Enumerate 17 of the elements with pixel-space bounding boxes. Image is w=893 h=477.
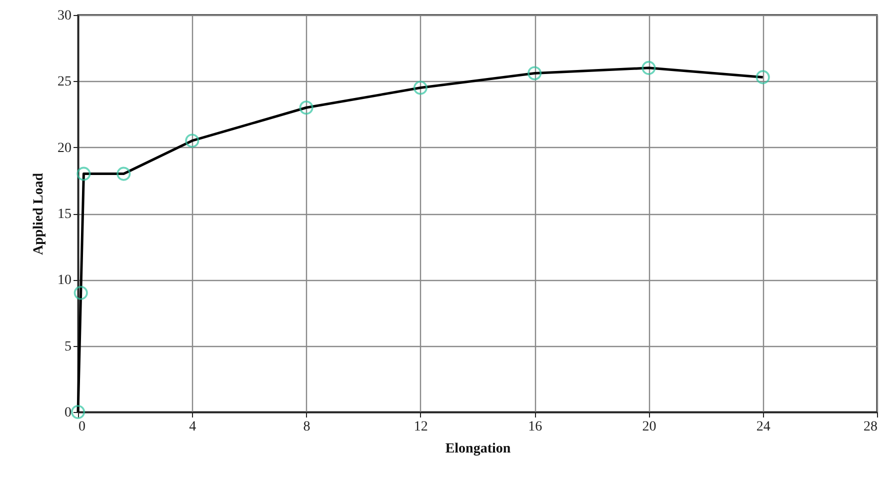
- y-tick-label: 0: [64, 406, 72, 420]
- x-tick-label: 0: [78, 420, 86, 434]
- x-tick-label: 24: [756, 420, 770, 434]
- x-tick-label: 20: [642, 420, 656, 434]
- y-tick-label: 10: [58, 273, 72, 288]
- y-tick-label: 30: [58, 8, 72, 24]
- y-axis-title: Applied Load: [32, 172, 46, 256]
- y-tick-label: 15: [58, 207, 72, 222]
- x-tick-label: 8: [303, 420, 310, 434]
- y-tick-label: 25: [58, 74, 72, 90]
- y-tick-label: 5: [64, 339, 72, 354]
- x-tick-label: 16: [528, 420, 542, 434]
- x-tick-label: 12: [414, 420, 428, 434]
- x-tick-label: 28: [864, 420, 878, 434]
- x-tick-label: 4: [189, 420, 196, 434]
- x-axis-title: Elongation: [445, 442, 511, 456]
- y-tick-label: 20: [58, 140, 72, 156]
